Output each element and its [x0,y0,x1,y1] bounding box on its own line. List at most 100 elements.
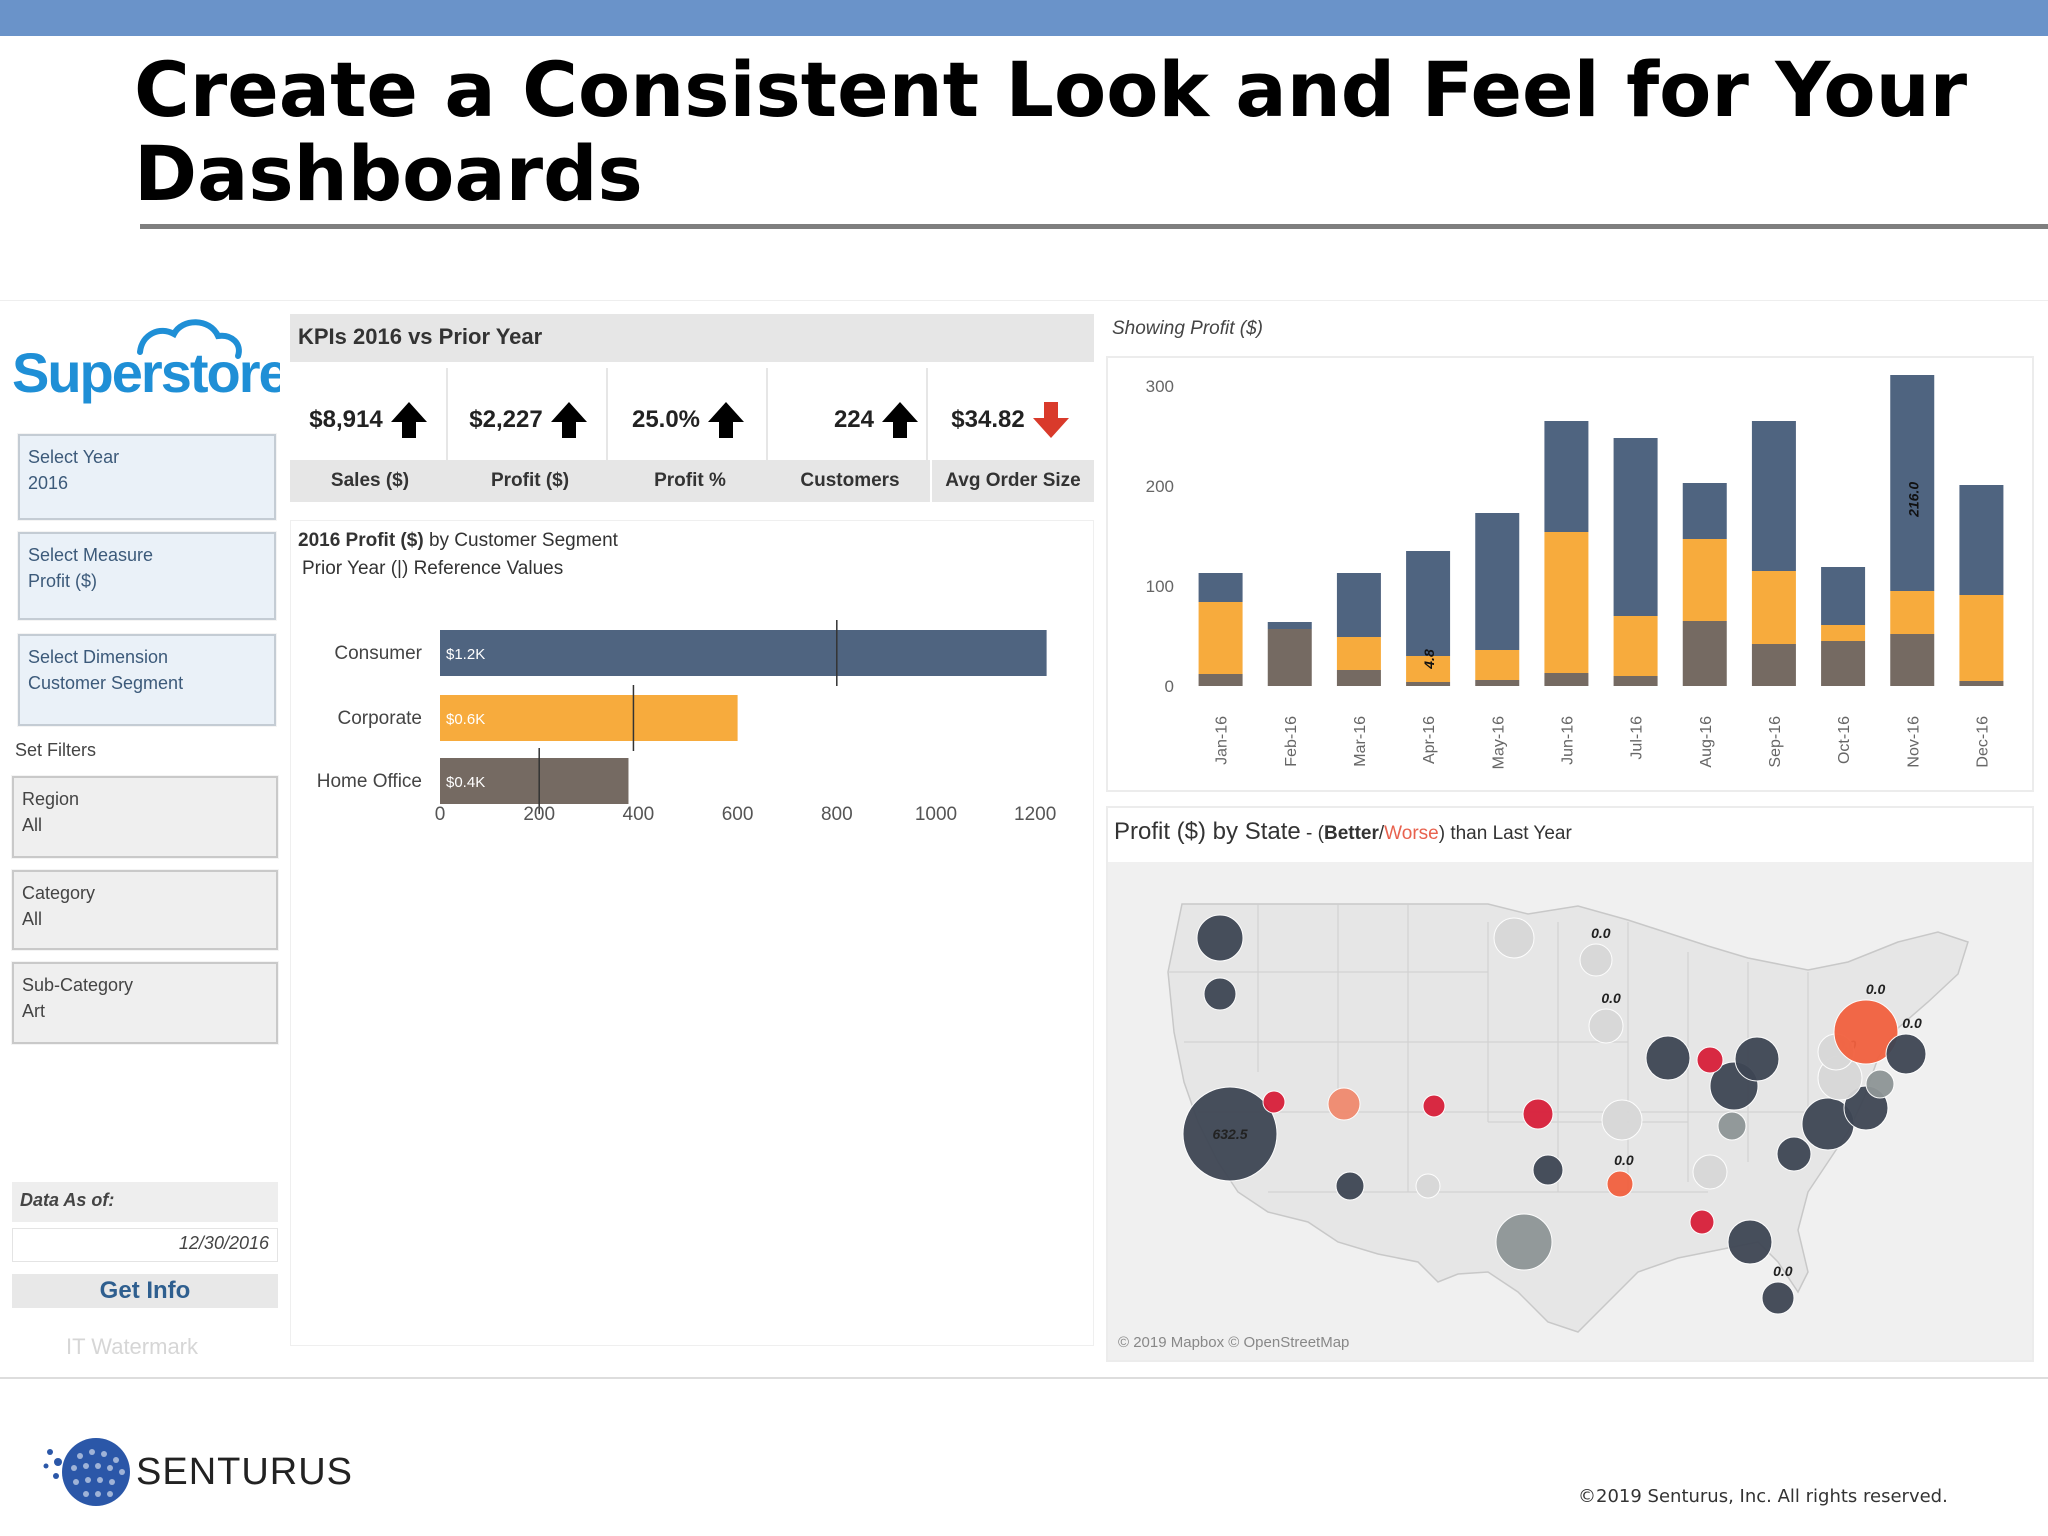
monthly-bar-segment[interactable] [1890,375,1935,591]
state-bubble[interactable] [1196,914,1244,962]
monthly-bar-segment[interactable] [1475,650,1520,680]
monthly-bar-segment[interactable] [1959,595,2004,681]
state-bubble[interactable] [1182,1086,1278,1182]
segment-data-label: $1.2K [446,646,485,663]
state-bubble[interactable] [1415,1173,1441,1199]
monthly-bar-segment[interactable] [1959,485,2004,595]
monthly-bar-segment[interactable] [1613,616,1658,676]
segment-bar-chart: Consumer $1.2K Corporate $0.6K Home Office $0… [317,620,1056,825]
get-info-button[interactable]: Get Info [12,1274,278,1308]
monthly-bar-segment[interactable] [1751,421,1796,571]
select-measure-control[interactable]: Select Measure Profit ($) [18,532,276,620]
kpi-profit: $2,227 Profit ($) [450,368,610,502]
segment-chart-title-rest: by Customer Segment [428,530,618,551]
monthly-bar-segment[interactable] [1544,421,1589,532]
kpi-sales-value: $8,914 [309,406,383,433]
monthly-bar-segment[interactable] [1336,670,1381,686]
monthly-bar-segment[interactable] [1406,656,1451,682]
select-year-control[interactable]: Select Year 2016 [18,434,276,520]
monthly-chart-title: Showing Profit ($) [1112,318,1264,339]
data-as-of-label: Data As of: [12,1182,278,1222]
state-bubble[interactable] [1262,1090,1286,1114]
monthly-bar-segment[interactable] [1198,602,1243,674]
monthly-x-tick: May-16 [1490,716,1507,769]
monthly-bar-segment[interactable] [1336,573,1381,637]
state-bubble[interactable] [1422,1094,1446,1118]
state-bubble[interactable] [1601,1099,1643,1141]
bubble-label: 0.0 [1902,1015,1922,1031]
sub-category-filter[interactable]: Sub-Category Art [12,962,278,1044]
segment-bar[interactable] [440,630,1047,676]
map-title-end: ) than Last Year [1438,823,1572,844]
monthly-bar-segment[interactable] [1682,483,1727,539]
monthly-bar-segment[interactable] [1682,621,1727,686]
segment-chart-panel [290,520,1094,1346]
select-measure-label: Select Measure [28,545,154,565]
state-bubble[interactable] [1692,1154,1728,1190]
category-filter-label: Category [22,883,96,903]
segment-bar[interactable] [440,695,738,741]
state-bubble[interactable] [1588,1008,1624,1044]
monthly-bar-segment[interactable] [1613,676,1658,686]
state-bubble[interactable] [1761,1281,1795,1315]
state-bubble[interactable] [1727,1219,1773,1265]
segment-x-tick: 1000 [915,804,957,825]
arrow-up-icon [882,402,918,438]
bubble-label: 0.0 [1866,981,1886,997]
monthly-bar-segment[interactable] [1198,674,1243,686]
monthly-bar-segment[interactable] [1267,629,1312,686]
category-filter[interactable]: Category All [12,870,278,950]
state-bubble[interactable] [1885,1033,1927,1075]
monthly-bar-segment[interactable] [1406,682,1451,686]
state-bubble[interactable] [1606,1170,1634,1198]
state-bubble[interactable] [1495,1213,1553,1271]
monthly-bar-segment[interactable] [1751,644,1796,686]
monthly-bar-segment[interactable] [1613,438,1658,616]
segment-data-label: $0.6K [446,711,485,728]
state-bubble[interactable] [1203,977,1237,1011]
state-bubble[interactable] [1833,999,1899,1065]
monthly-bar-segment[interactable] [1475,680,1520,686]
state-bubble[interactable] [1493,917,1535,959]
segment-category-label: Home Office [317,771,422,792]
us-state-bubble-map[interactable]: 632.50.00.00.00.00.00.00.0 [1108,862,2032,1360]
kpi-profit-pct-value: 25.0% [631,406,701,433]
monthly-y-tick: 100 [1146,577,1174,596]
monthly-y-tick: 0 [1165,677,1174,696]
monthly-bar-segment[interactable] [1890,591,1935,634]
monthly-bar-segment[interactable] [1406,551,1451,656]
state-bubble[interactable] [1645,1035,1691,1081]
state-bubble[interactable] [1522,1098,1554,1130]
monthly-bar-segment[interactable] [1821,641,1866,686]
select-dimension-control[interactable]: Select Dimension Customer Segment [18,634,276,726]
monthly-bar-segment[interactable] [1751,571,1796,644]
segment-bar[interactable] [440,758,629,804]
region-filter[interactable]: Region All [12,776,278,858]
arrow-down-icon [1032,402,1069,438]
monthly-x-tick: Feb-16 [1283,716,1300,767]
segment-x-tick: 0 [435,804,446,825]
monthly-bar-segment[interactable] [1267,622,1312,629]
state-bubble[interactable] [1717,1111,1747,1141]
monthly-bar-segment[interactable] [1198,573,1243,602]
monthly-bar-segment[interactable] [1959,681,2004,686]
state-bubble[interactable] [1696,1046,1724,1074]
monthly-bar-segment[interactable] [1821,567,1866,625]
monthly-bar-segment[interactable] [1475,513,1520,650]
state-bubble[interactable] [1579,943,1613,977]
monthly-bar-segment[interactable] [1890,634,1935,686]
monthly-bar-segment[interactable] [1544,532,1589,673]
state-bubble[interactable] [1532,1154,1564,1186]
state-bubble[interactable] [1689,1209,1715,1235]
state-bubble[interactable] [1734,1036,1780,1082]
monthly-bar-segment[interactable] [1336,637,1381,670]
monthly-bar-segment[interactable] [1544,673,1589,686]
monthly-bar-segment[interactable] [1821,625,1866,641]
monthly-bar-segment[interactable] [1682,539,1727,621]
state-bubble[interactable] [1865,1069,1895,1099]
region-filter-label: Region [22,789,80,809]
state-bubble[interactable] [1335,1171,1365,1201]
state-bubble[interactable] [1776,1136,1812,1172]
segment-category-label: Consumer [334,643,422,664]
state-bubble[interactable] [1327,1087,1361,1121]
